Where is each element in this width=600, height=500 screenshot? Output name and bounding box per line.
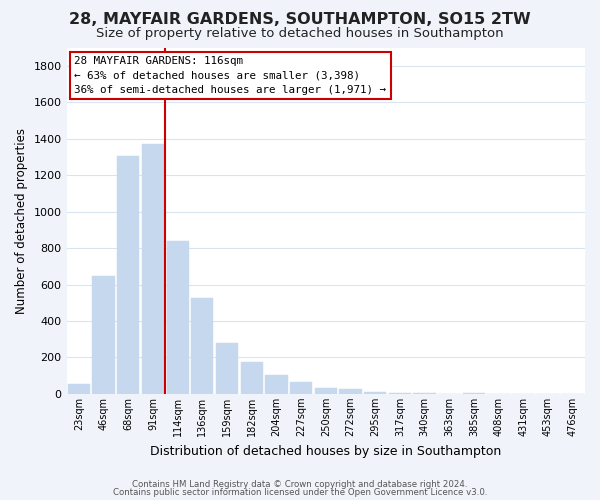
Text: Size of property relative to detached houses in Southampton: Size of property relative to detached ho…	[96, 28, 504, 40]
Bar	[216, 343, 238, 394]
Bar	[241, 362, 263, 394]
Bar	[314, 388, 337, 394]
Text: 28 MAYFAIR GARDENS: 116sqm
← 63% of detached houses are smaller (3,398)
36% of s: 28 MAYFAIR GARDENS: 116sqm ← 63% of deta…	[74, 56, 386, 95]
Bar	[142, 144, 164, 394]
Y-axis label: Number of detached properties: Number of detached properties	[15, 128, 28, 314]
Bar	[167, 240, 189, 394]
Text: Contains HM Land Registry data © Crown copyright and database right 2024.: Contains HM Land Registry data © Crown c…	[132, 480, 468, 489]
Text: Contains public sector information licensed under the Open Government Licence v3: Contains public sector information licen…	[113, 488, 487, 497]
Bar	[340, 390, 362, 394]
Bar	[92, 276, 115, 394]
Text: 28, MAYFAIR GARDENS, SOUTHAMPTON, SO15 2TW: 28, MAYFAIR GARDENS, SOUTHAMPTON, SO15 2…	[69, 12, 531, 28]
Bar	[68, 384, 90, 394]
Bar	[265, 374, 287, 394]
Bar	[191, 298, 214, 394]
Bar	[463, 393, 485, 394]
X-axis label: Distribution of detached houses by size in Southampton: Distribution of detached houses by size …	[150, 444, 502, 458]
Bar	[117, 156, 139, 394]
Bar	[364, 392, 386, 394]
Bar	[413, 393, 436, 394]
Bar	[290, 382, 312, 394]
Bar	[389, 393, 411, 394]
